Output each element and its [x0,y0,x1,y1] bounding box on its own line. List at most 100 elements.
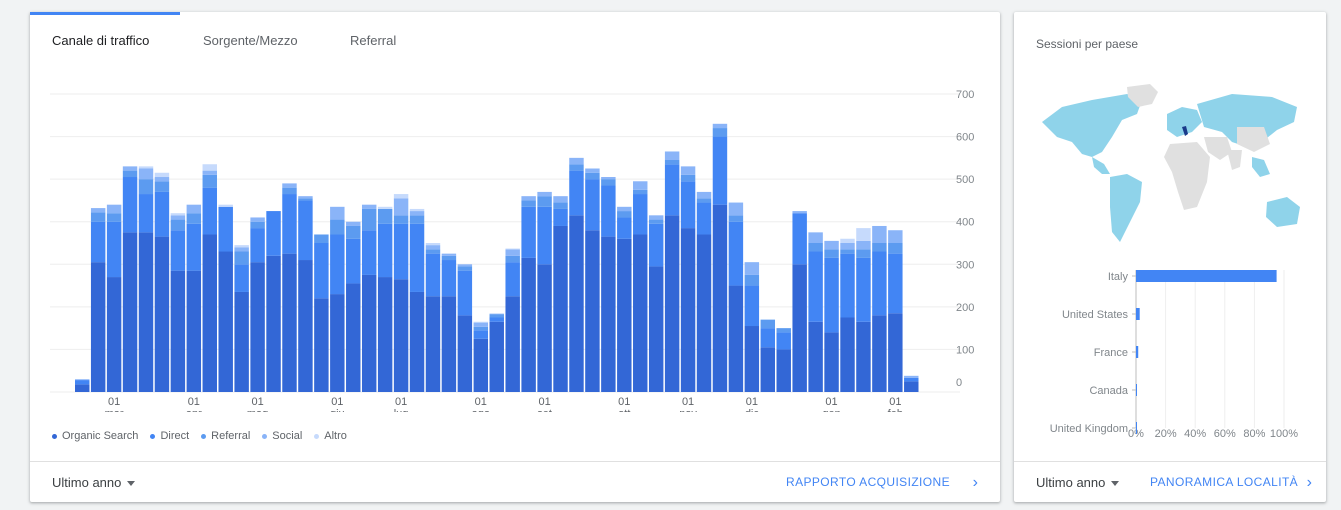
country-bar[interactable] [1136,384,1137,396]
bar-segment-direct[interactable] [888,253,903,314]
bar-segment-direct[interactable] [425,253,441,297]
bar-segment-direct[interactable] [648,223,664,267]
bar-segment-direct[interactable] [521,206,536,258]
bar-segment-referral[interactable] [696,198,712,203]
bar-segment-direct[interactable] [90,221,106,263]
country-bar[interactable] [1136,346,1139,358]
bar-segment-direct[interactable] [728,221,744,286]
bar-segment-altro[interactable] [154,172,170,178]
bar-segment-organic-search[interactable] [840,317,855,393]
bar-segment-organic-search[interactable] [409,291,425,392]
bar-segment-organic-search[interactable] [569,215,584,392]
bar-segment-direct[interactable] [346,238,361,284]
bar-segment-direct[interactable] [617,217,632,239]
bar-segment-referral[interactable] [537,196,552,207]
bar-segment-organic-search[interactable] [425,296,441,392]
bar-segment-organic-search[interactable] [170,270,186,392]
bar-segment-social[interactable] [808,232,823,243]
bar-segment-direct[interactable] [266,211,281,256]
bar-segment-referral[interactable] [425,249,441,254]
bar-segment-referral[interactable] [840,249,855,254]
bar-segment-direct[interactable] [202,187,217,235]
bar-segment-direct[interactable] [808,251,823,322]
bar-segment-organic-search[interactable] [393,279,409,392]
bar-segment-social[interactable] [585,168,600,173]
bar-segment-organic-search[interactable] [601,236,616,392]
bar-segment-direct[interactable] [712,136,728,205]
bar-segment-organic-search[interactable] [122,232,138,392]
bar-segment-social[interactable] [361,204,377,209]
bar-segment-referral[interactable] [617,211,632,218]
bar-segment-organic-search[interactable] [696,234,712,392]
bar-segment-referral[interactable] [728,215,744,222]
bar-segment-social[interactable] [712,123,728,129]
bar-segment-referral[interactable] [409,215,425,224]
bar-segment-direct[interactable] [170,230,186,271]
bar-segment-referral[interactable] [138,179,154,195]
bar-segment-direct[interactable] [138,194,154,233]
bar-segment-direct[interactable] [824,257,839,333]
bar-segment-direct[interactable] [585,179,600,231]
bar-segment-organic-search[interactable] [872,315,887,392]
bar-segment-organic-search[interactable] [617,238,632,392]
bar-segment-social[interactable] [553,196,568,203]
bar-segment-direct[interactable] [664,164,680,216]
bar-segment-organic-search[interactable] [712,204,728,392]
bar-segment-referral[interactable] [633,189,648,195]
bar-segment-direct[interactable] [473,330,489,339]
bar-segment-direct[interactable] [75,380,90,385]
bar-segment-social[interactable] [824,240,839,250]
tab-canale-di-traffico[interactable]: Canale di traffico [52,33,150,48]
bar-segment-organic-search[interactable] [505,296,520,392]
tab-referral[interactable]: Referral [350,33,397,48]
bar-segment-referral[interactable] [154,181,170,192]
bar-segment-social[interactable] [138,168,154,180]
bar-segment-social[interactable] [904,375,919,378]
bar-segment-referral[interactable] [250,221,265,229]
bar-segment-direct[interactable] [393,223,409,280]
bar-segment-social[interactable] [521,196,536,201]
bar-segment-organic-search[interactable] [856,321,871,392]
bar-segment-direct[interactable] [106,221,122,278]
bar-segment-social[interactable] [75,379,90,381]
world-map[interactable] [1032,82,1312,252]
bar-segment-organic-search[interactable] [75,384,90,392]
bar-segment-direct[interactable] [457,270,473,316]
bar-segment-referral[interactable] [170,219,186,231]
bar-segment-social[interactable] [186,204,202,214]
bar-segment-organic-search[interactable] [138,232,154,392]
bar-segment-direct[interactable] [872,251,887,316]
bar-segment-referral[interactable] [585,172,600,180]
bar-segment-organic-search[interactable] [760,347,776,392]
bar-segment-social[interactable] [282,183,297,188]
bar-segment-social[interactable] [106,204,122,214]
country-bar[interactable] [1136,308,1140,320]
bar-segment-social[interactable] [601,177,616,180]
bar-segment-direct[interactable] [361,230,377,275]
bar-segment-social[interactable] [664,151,680,160]
bar-segment-referral[interactable] [872,243,887,252]
bar-segment-referral[interactable] [712,128,728,137]
bar-segment-social[interactable] [537,191,552,197]
country-bar[interactable] [1136,270,1277,282]
bar-segment-organic-search[interactable] [346,283,361,392]
bar-segment-direct[interactable] [250,228,265,263]
bar-segment-organic-search[interactable] [457,315,473,392]
bar-segment-referral[interactable] [489,314,504,318]
bar-segment-organic-search[interactable] [808,321,823,392]
location-overview-link[interactable]: PANORAMICA LOCALITÀ [1150,475,1299,489]
bar-segment-altro[interactable] [409,208,425,212]
bar-segment-social[interactable] [441,253,457,256]
bar-segment-altro[interactable] [393,194,409,199]
bar-segment-referral[interactable] [648,219,664,224]
bar-segment-direct[interactable] [601,185,616,237]
bar-segment-direct[interactable] [569,170,584,216]
bar-segment-direct[interactable] [154,191,170,237]
bar-segment-organic-search[interactable] [298,260,313,392]
bar-segment-referral[interactable] [569,164,584,171]
bar-segment-organic-search[interactable] [824,332,839,392]
bar-segment-direct[interactable] [489,317,504,322]
bar-segment-referral[interactable] [393,215,409,224]
bar-segment-social[interactable] [680,166,696,175]
bar-segment-organic-search[interactable] [904,381,919,392]
